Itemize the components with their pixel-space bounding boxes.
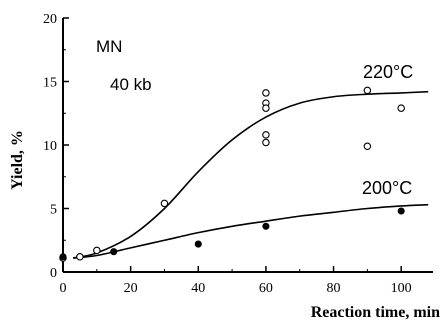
y-tick-label: 0: [50, 266, 57, 281]
open-data-point: [262, 89, 270, 97]
y-axis-label: Yield, %: [9, 130, 26, 190]
axes: [62, 18, 433, 273]
open-data-point: [363, 142, 372, 151]
y-tick-label: 15: [43, 76, 57, 91]
open-data-point: [262, 131, 270, 139]
x-tick-label: 60: [259, 281, 273, 296]
open-data-point: [363, 86, 372, 95]
filled-data-point: [110, 248, 118, 256]
filled-data-point: [262, 222, 270, 230]
y-tick-label: 20: [43, 12, 57, 27]
ticks: 0 20 40 60 80 100 0 5 10 15 20: [43, 12, 412, 296]
x-tick-label: 80: [327, 281, 341, 296]
open-data-point: [76, 253, 84, 261]
x-axis-label: Reaction time, min: [311, 304, 440, 321]
annotation-pressure: 40 kb: [110, 75, 152, 94]
open-data-point: [160, 199, 169, 208]
x-tick-label: 20: [124, 281, 138, 296]
x-tick-label: 100: [391, 281, 412, 296]
fit-curve-0: [72, 90, 429, 259]
y-tick-label: 5: [50, 203, 57, 218]
x-tick-label: 0: [60, 281, 67, 296]
data-points: [59, 86, 405, 262]
open-data-point: [262, 104, 270, 112]
fit-curve-1: [73, 203, 429, 259]
annotation-mn: MN: [96, 37, 122, 56]
series-label-200: 200°C: [362, 178, 412, 198]
open-data-point: [93, 246, 101, 255]
open-data-point: [262, 138, 270, 147]
series-label-220: 220°C: [363, 62, 413, 82]
open-data-point: [397, 104, 405, 112]
fitted-curves: [72, 90, 429, 259]
filled-data-point: [59, 253, 67, 261]
filled-data-point: [397, 207, 405, 215]
x-tick-label: 40: [191, 281, 205, 296]
y-tick-label: 10: [43, 139, 57, 154]
filled-data-point: [194, 240, 202, 248]
